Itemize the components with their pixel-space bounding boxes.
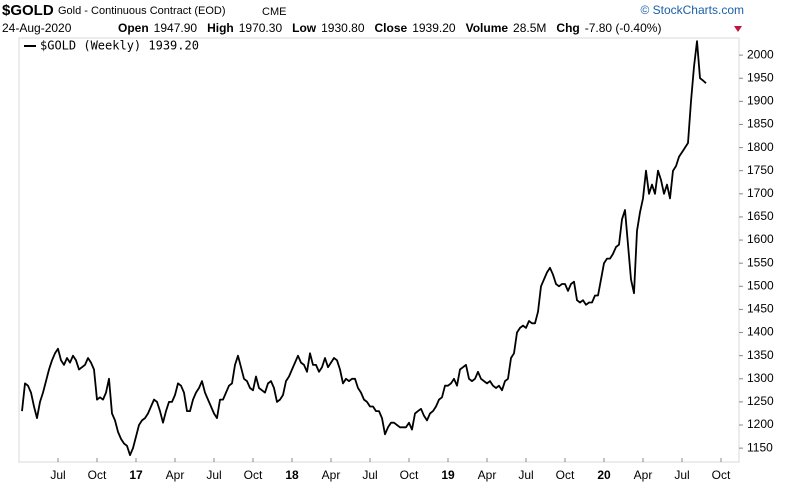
x-tick-label: Jul bbox=[362, 468, 377, 482]
price-line bbox=[21, 40, 707, 456]
symbol: $GOLD bbox=[2, 2, 54, 19]
y-tick-label: 1800 bbox=[747, 140, 774, 154]
y-tick-label: 1300 bbox=[747, 371, 774, 385]
y-tick-label: 1400 bbox=[747, 325, 774, 339]
x-tick-label: Jul bbox=[206, 468, 221, 482]
y-tick-label: 1350 bbox=[747, 348, 774, 362]
quote-label: Open bbox=[118, 21, 149, 35]
y-tick-label: 1950 bbox=[747, 70, 774, 84]
y-tick-label: 1650 bbox=[747, 209, 774, 223]
legend-label: $GOLD (Weekly) 1939.20 bbox=[40, 39, 199, 53]
x-tick-label: Oct bbox=[400, 468, 419, 482]
x-tick-label: Apr bbox=[634, 468, 653, 482]
change-arrow bbox=[734, 26, 742, 32]
exchange: CME bbox=[262, 6, 286, 18]
y-tick-label: 1150 bbox=[747, 440, 773, 454]
x-tick-label: 19 bbox=[441, 468, 455, 482]
instrument-name: Gold - Continuous Contract (EOD) bbox=[58, 5, 226, 17]
quote-label: Close bbox=[375, 21, 408, 35]
x-tick-label: Jul bbox=[674, 468, 689, 482]
quote-label: High bbox=[207, 21, 234, 35]
y-tick-label: 1850 bbox=[747, 117, 774, 131]
quote-bar: Open 1947.90 High 1970.30 Low 1930.80 Close 193… bbox=[118, 21, 661, 35]
quote-label: Chg bbox=[556, 21, 579, 35]
plot-frame bbox=[18, 37, 740, 463]
quote-label: Low bbox=[292, 21, 317, 35]
x-tick-label: Apr bbox=[478, 468, 497, 482]
x-tick-label: Oct bbox=[556, 468, 575, 482]
quote-label: Volume bbox=[466, 21, 509, 35]
quote-value: 1939.20 bbox=[412, 21, 456, 35]
y-tick-label: 1700 bbox=[747, 186, 774, 200]
x-tick-label: 20 bbox=[597, 468, 611, 482]
y-tick-label: 1750 bbox=[747, 163, 774, 177]
y-tick-label: 1550 bbox=[747, 255, 774, 269]
x-tick-label: 18 bbox=[285, 468, 299, 482]
y-tick-label: 1600 bbox=[747, 232, 774, 246]
y-tick-label: 1450 bbox=[747, 302, 774, 316]
quote-value: 1930.80 bbox=[321, 21, 365, 35]
x-tick-label: Jul bbox=[518, 468, 533, 482]
quote-value: 28.5M bbox=[513, 21, 546, 35]
x-tick-label: Oct bbox=[244, 468, 263, 482]
quote-value: 1947.90 bbox=[154, 21, 198, 35]
x-tick-label: Apr bbox=[322, 468, 341, 482]
y-tick-label: 1900 bbox=[747, 94, 774, 108]
quote-value: 1970.30 bbox=[239, 21, 283, 35]
quote-date: 24-Aug-2020 bbox=[2, 21, 72, 35]
quote-value: -7.80 (-0.40%) bbox=[585, 21, 662, 35]
x-tick-label: Oct bbox=[712, 468, 731, 482]
x-tick-label: Jul bbox=[50, 468, 65, 482]
y-tick-label: 1250 bbox=[747, 394, 774, 408]
y-tick-label: 1500 bbox=[747, 278, 774, 292]
x-tick-label: 17 bbox=[129, 468, 143, 482]
y-tick-label: 2000 bbox=[747, 47, 774, 61]
y-tick-label: 1200 bbox=[747, 417, 774, 431]
x-tick-label: Apr bbox=[166, 468, 185, 482]
x-tick-label: Oct bbox=[88, 468, 107, 482]
copyright: © StockCharts.com bbox=[640, 3, 744, 17]
